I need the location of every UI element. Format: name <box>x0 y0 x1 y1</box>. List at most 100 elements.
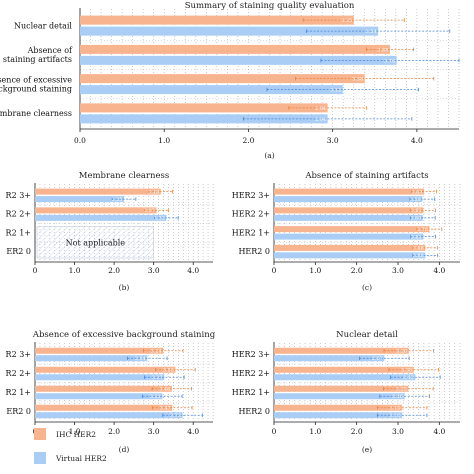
x-tick-label: 1.0 <box>309 266 321 275</box>
bar-virtual <box>274 393 405 400</box>
bar-ihc <box>80 15 354 25</box>
bar-ihc <box>274 244 426 251</box>
data-label-virtual: 2.84 <box>135 356 146 362</box>
bar-ihc <box>35 347 164 354</box>
bar-ihc <box>35 366 176 373</box>
data-label-ihc: 3.38 <box>401 367 412 373</box>
category-label: R2 1+ <box>6 388 31 397</box>
data-label-virtual: 2.94 <box>315 117 326 123</box>
bar-ihc <box>274 385 409 392</box>
x-tick-label: 0 <box>272 266 277 275</box>
bar-virtual <box>80 26 379 36</box>
category-label: HER2 2+ <box>232 210 270 219</box>
category-label: background staining <box>0 84 72 93</box>
data-label-ihc: 3.47 <box>160 405 171 411</box>
data-label-ihc: 3.55 <box>163 367 174 373</box>
category-label: Absence of excessive <box>0 75 72 84</box>
data-label-virtual: 3.12 <box>330 88 341 94</box>
bar-virtual <box>274 412 403 419</box>
data-label-ihc: 3.46 <box>159 386 170 392</box>
bar-virtual <box>35 196 124 203</box>
x-tick-label: 4.0 <box>411 136 423 145</box>
bar-virtual <box>274 214 423 221</box>
bar-ihc <box>35 385 172 392</box>
x-tick-label: 4.0 <box>433 427 445 436</box>
data-label-ihc: 3.66 <box>413 246 424 252</box>
data-label-virtual: 3.27 <box>152 375 163 381</box>
data-label-virtual: 3.59 <box>410 197 421 203</box>
panel-label: (e) <box>362 445 372 454</box>
category-label: R2 3+ <box>6 191 31 200</box>
category-label: R2 3+ <box>6 350 31 359</box>
category-label: HER2 3+ <box>232 350 270 359</box>
x-tick-label: 3.0 <box>327 136 339 145</box>
x-tick-label: 2.0 <box>108 427 120 436</box>
bar-ihc <box>274 404 403 411</box>
bar-virtual <box>274 233 424 240</box>
bar-ihc <box>274 366 414 373</box>
panel-label: (c) <box>362 283 372 292</box>
category-label: HER2 1+ <box>232 228 270 237</box>
data-label-ihc: 3.24 <box>151 348 162 354</box>
bar-virtual <box>80 114 328 124</box>
bar-virtual <box>274 374 416 381</box>
not-applicable-box <box>36 226 154 259</box>
data-label-ihc: 3.76 <box>417 227 428 233</box>
bar-virtual <box>35 374 165 381</box>
legend-swatch <box>34 452 46 464</box>
bar-virtual <box>274 252 426 259</box>
data-label-ihc: 3.26 <box>396 348 407 354</box>
category-label: HER2 3+ <box>232 191 270 200</box>
data-label-ihc: 3.07 <box>144 208 155 214</box>
data-label-virtual: 3.76 <box>384 58 395 64</box>
panel-title: Absence of staining artifacts <box>304 171 428 181</box>
x-tick-label: 1.0 <box>158 136 170 145</box>
data-label-ihc: 3.10 <box>389 405 400 411</box>
category-label: staining artifacts <box>3 55 72 64</box>
data-label-virtual: 3.60 <box>410 216 421 222</box>
bar-virtual <box>35 393 163 400</box>
bar-ihc <box>35 207 157 214</box>
bar-ihc <box>80 44 390 54</box>
data-label-virtual: 3.42 <box>403 375 414 381</box>
x-tick-label: 0 <box>33 266 38 275</box>
x-tick-label: 4.0 <box>433 266 445 275</box>
category-label: HER2 2+ <box>232 369 270 378</box>
x-tick-label: 2.0 <box>242 136 254 145</box>
x-tick-label: 2.0 <box>108 266 120 275</box>
panel-label: (d) <box>119 445 130 454</box>
x-tick-label: 3.0 <box>148 266 160 275</box>
x-tick-label: 2.0 <box>351 266 363 275</box>
data-label-ihc: 2.94 <box>315 106 326 112</box>
bar-ihc <box>274 226 430 233</box>
data-label-ihc: 3.68 <box>377 47 388 53</box>
bar-virtual <box>35 214 167 221</box>
not-applicable-label: Not applicable <box>66 238 126 247</box>
data-label-virtual: 3.32 <box>154 216 165 222</box>
bar-ihc <box>80 103 328 113</box>
bar-ihc <box>80 74 365 84</box>
panel-label: (a) <box>264 151 274 160</box>
category-label: R2 2+ <box>6 369 31 378</box>
x-tick-label: 3.0 <box>392 427 404 436</box>
bar-virtual <box>35 355 148 362</box>
bar-ihc <box>274 207 424 214</box>
data-label-ihc: 3.25 <box>341 18 352 24</box>
x-tick-label: 3.0 <box>392 266 404 275</box>
x-tick-label: 0.0 <box>74 136 86 145</box>
data-label-virtual: 3.10 <box>389 413 400 419</box>
x-tick-label: 3.0 <box>148 427 160 436</box>
legend-label: Virtual HER2 <box>55 454 107 463</box>
x-tick-label: 1.0 <box>69 266 81 275</box>
bar-ihc <box>35 404 173 411</box>
x-tick-label: 1.0 <box>69 427 81 436</box>
bar-virtual <box>35 412 183 419</box>
data-label-virtual: 2.67 <box>372 356 383 362</box>
data-label-virtual: 3.54 <box>366 29 377 35</box>
category-label: R2 2+ <box>6 210 31 219</box>
x-tick-label: 4.0 <box>187 427 199 436</box>
data-label-virtual: 3.61 <box>411 234 422 240</box>
data-label-virtual: 3.16 <box>392 394 403 400</box>
category-label: Absence of <box>27 46 73 55</box>
